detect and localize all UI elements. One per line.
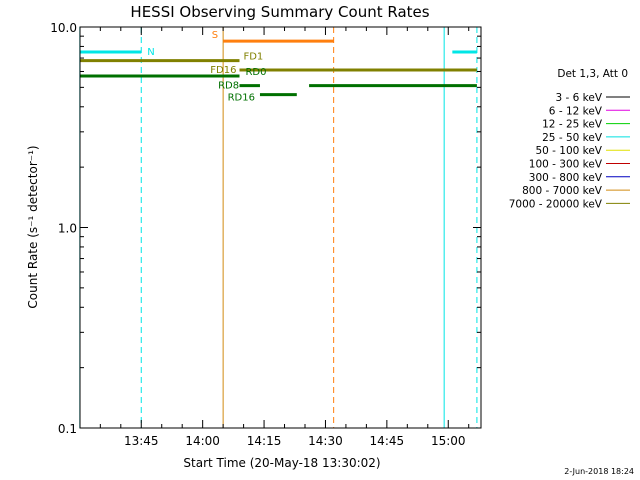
x-tick-label: 13:45 (124, 434, 159, 448)
legend-entry-label: 6 - 12 keV (549, 105, 603, 117)
series-label: FD1 (243, 52, 263, 63)
footer-timestamp: 2-Jun-2018 18:24 (564, 467, 634, 476)
legend-entry-label: 3 - 6 keV (555, 92, 602, 104)
series-label: RD0 (245, 67, 266, 78)
legend-entry-label: 12 - 25 keV (542, 119, 603, 131)
x-tick-label: 14:15 (247, 434, 282, 448)
series-label: RD8 (218, 81, 239, 92)
legend-entry-label: 50 - 100 keV (535, 145, 602, 157)
x-axis-label: Start Time (20-May-18 13:30:02) (183, 456, 380, 470)
series-label: N (147, 47, 154, 58)
y-tick-label: 0.1 (58, 422, 77, 436)
legend-entry-label: 7000 - 20000 keV (509, 198, 603, 210)
legend-entry-label: 100 - 300 keV (529, 159, 603, 171)
legend-title: Det 1,3, Att 0 (557, 68, 628, 80)
y-tick-label: 10.0 (50, 21, 77, 35)
series-label: RD16 (228, 93, 255, 104)
series-label: S (212, 30, 218, 41)
legend-entry-label: 25 - 50 keV (542, 132, 603, 144)
legend-entry-label: 800 - 7000 keV (522, 185, 603, 197)
x-tick-label: 14:00 (185, 434, 220, 448)
y-axis-label: Count Rate (s⁻¹ detector⁻¹) (26, 145, 40, 308)
x-tick-label: 15:00 (431, 434, 466, 448)
axis-ticks: 13:45 14:00 14:15 14:30 14:45 15:00 0.1 1.0 10.0 (50, 21, 481, 448)
y-tick-label: 1.0 (58, 222, 77, 236)
legend-entry-label: 300 - 800 keV (529, 172, 603, 184)
x-tick-label: 14:30 (308, 434, 343, 448)
x-tick-label: 14:45 (370, 434, 405, 448)
series-label: FD16 (210, 65, 236, 76)
chart-title: HESSI Observing Summary Count Rates (130, 3, 429, 21)
